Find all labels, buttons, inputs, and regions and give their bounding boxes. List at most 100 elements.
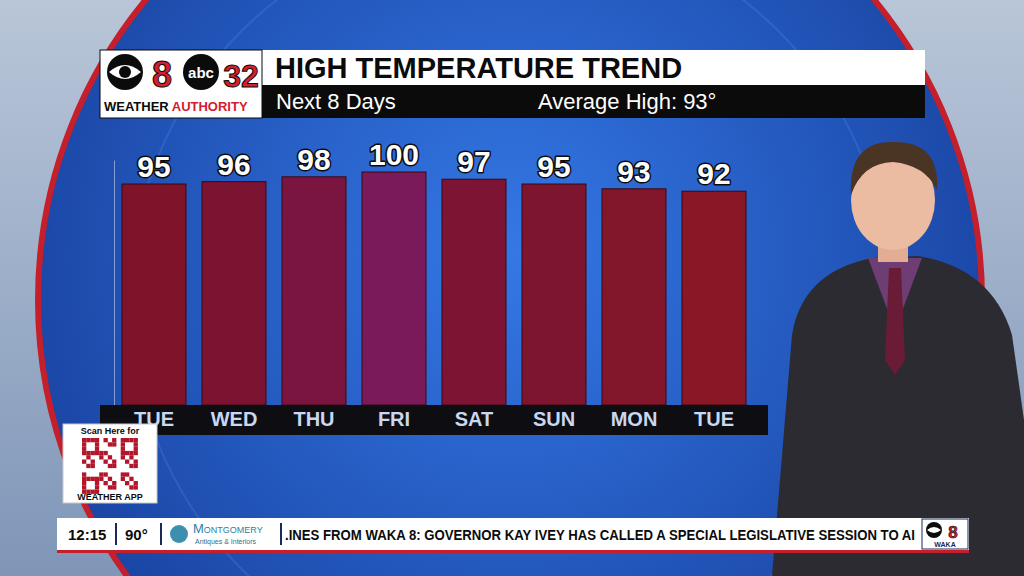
qr-cell (82, 481, 86, 485)
qr-cell (108, 455, 112, 459)
bar (602, 189, 666, 405)
qr-cell (121, 442, 125, 446)
station-eye (926, 522, 942, 538)
station-logo-box (922, 519, 968, 549)
x-tick: WED (211, 408, 258, 430)
qr-box (63, 424, 157, 503)
scene: 8abc32WEATHERAUTHORITYHIGH TEMPERATURE T… (0, 0, 1024, 576)
qr-cell (91, 490, 95, 494)
qr-cell (86, 490, 90, 494)
data-label: 100 (369, 138, 419, 171)
qr-cell (125, 481, 129, 485)
weather-authority: WEATHERAUTHORITY (104, 99, 248, 114)
station-number: 8 (948, 523, 957, 542)
qr-cell (134, 447, 138, 451)
x-tick-label: THU (293, 408, 334, 430)
qr-cell (82, 490, 86, 494)
ticker-headline: .INES FROM WAKA 8: GOVERNOR KAY IVEY HAS… (285, 527, 915, 543)
data-labels: 95969810097959392 (137, 138, 730, 190)
presenter (772, 142, 1024, 576)
qr-cell (91, 460, 95, 464)
x-tick: SAT (455, 408, 494, 430)
cbs-eye-outer (107, 54, 143, 90)
x-tick-label: SUN (533, 408, 575, 430)
bar (442, 179, 506, 405)
qr-cell (129, 464, 133, 468)
bar (522, 184, 586, 405)
qr-cell (104, 438, 108, 442)
logo-box (100, 50, 262, 118)
qr-cell (108, 485, 112, 489)
qr-cell (86, 438, 90, 442)
cbs-eye-white (109, 65, 141, 79)
logo-number-left: 8 (152, 54, 172, 95)
qr-cell (82, 442, 86, 446)
qr-cell (99, 477, 103, 481)
qr-cell (121, 472, 125, 476)
qr-cell (125, 472, 129, 476)
qr-cell (95, 442, 99, 446)
ticker-divider (115, 523, 117, 545)
qr-cell (104, 472, 108, 476)
qr-cell (91, 438, 95, 442)
qr-cell (134, 460, 138, 464)
data-label: 95 (137, 150, 170, 183)
presenter-tie (885, 268, 905, 375)
qr-cell (99, 451, 103, 455)
x-tick: FRI (378, 408, 410, 430)
qr-cell (112, 481, 116, 485)
qr-cell (95, 438, 99, 442)
qr-cell (86, 477, 90, 481)
data-label: 95 (537, 150, 570, 183)
qr-cell (134, 464, 138, 468)
qr-cell (86, 451, 90, 455)
qr-cell (108, 442, 112, 446)
qr-cell (112, 442, 116, 446)
qr-cell (82, 477, 86, 481)
category-strip (100, 405, 768, 435)
bar (202, 182, 266, 405)
ticker-time: 12:15 (68, 526, 106, 543)
qr-cell (95, 490, 99, 494)
cbs-eye-pupil (119, 66, 131, 78)
qr-cell (82, 447, 86, 451)
qr-cell (134, 481, 138, 485)
logo-number-right: 32 (223, 58, 259, 94)
y-axis (114, 161, 115, 406)
x-tick-label: TUE (694, 408, 734, 430)
qr-cell (125, 451, 129, 455)
qr-cell (134, 438, 138, 442)
ticker-divider (280, 523, 282, 545)
x-tick: THU (293, 408, 334, 430)
chart-subtitle: Next 8 Days (276, 89, 396, 114)
qr-cell (121, 438, 125, 442)
data-label: 92 (697, 157, 730, 190)
bar (282, 177, 346, 405)
y-axis-line (114, 161, 115, 406)
qr-cell (82, 460, 86, 464)
x-tick-label: SAT (455, 408, 494, 430)
qr-cell (99, 455, 103, 459)
qr-cell (125, 460, 129, 464)
qr-cell (125, 438, 129, 442)
sponsor-name: Montgomery (193, 521, 263, 536)
qr-cell (91, 451, 95, 455)
x-tick: SUN (533, 408, 575, 430)
qr-cell (91, 477, 95, 481)
ticker-bar (57, 518, 969, 550)
sponsor-icon (170, 525, 188, 543)
x-tick-label: WED (211, 408, 258, 430)
station-name: WAKA (934, 541, 955, 548)
qr-cell (134, 485, 138, 489)
presenter-hair (851, 142, 937, 195)
qr-cell (82, 472, 86, 476)
x-tick-label: FRI (378, 408, 410, 430)
qr-cell (129, 455, 133, 459)
data-label: 96 (217, 148, 250, 181)
bar (682, 191, 746, 405)
station-eye-white (927, 527, 941, 533)
annotation: Average High: 93° (538, 89, 716, 114)
qr-code (82, 438, 138, 494)
qr-caption-top: Scan Here for (81, 426, 140, 436)
qr-cell (112, 485, 116, 489)
